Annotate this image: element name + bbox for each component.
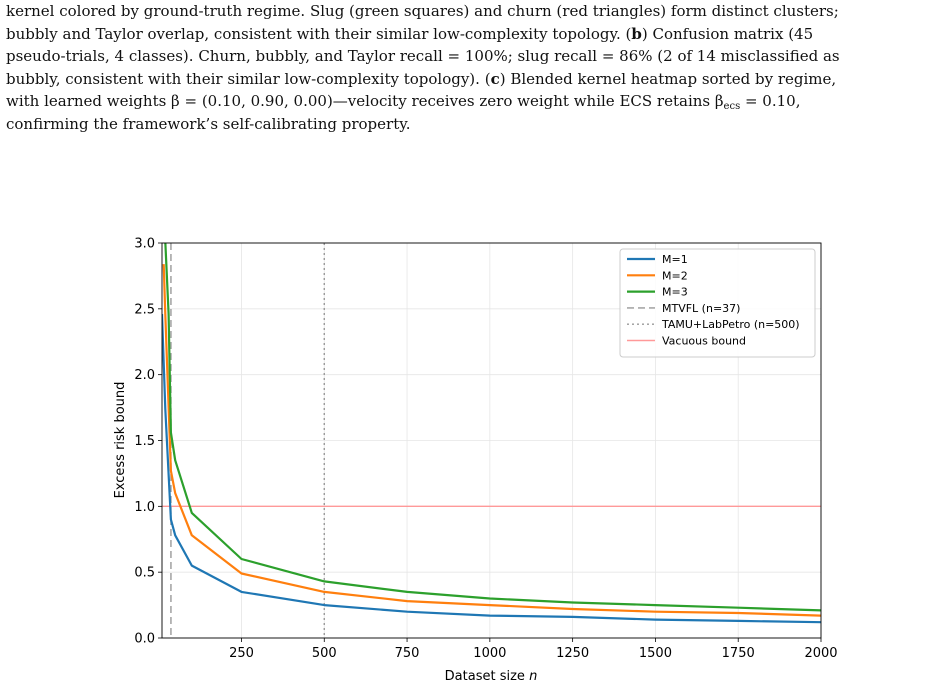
- x-tick-label: 500: [312, 646, 337, 661]
- series-line: [162, 264, 821, 617]
- y-axis-label: Excess risk bound: [113, 382, 128, 499]
- y-tick-label: 2.0: [134, 368, 155, 383]
- caption-line: confirming the framework’s self-calibrat…: [6, 114, 411, 133]
- legend-label: Vacuous bound: [662, 335, 746, 348]
- caption-text: with learned weights β = (0.10, 0.90, 0.…: [6, 92, 724, 110]
- legend: M=1 M=2 M=3 MTVFL (n=37) TAMU+LabPetro (n=50…: [619, 248, 816, 358]
- caption-subscript: ecs: [723, 101, 741, 112]
- caption-line: kernel colored by ground-truth regime. S…: [6, 2, 839, 20]
- series-line: [164, 243, 821, 612]
- legend-label: M=3: [662, 286, 688, 299]
- caption-line: bubbly and Taylor overlap, consistent wi…: [6, 23, 940, 46]
- x-tick-label: 1750: [722, 646, 755, 661]
- legend-label: TAMU+LabPetro (n=500): [661, 318, 800, 331]
- caption-text: = 0.10,: [740, 92, 801, 110]
- caption-line: bubbly, consistent with their similar lo…: [6, 68, 940, 91]
- x-tick-label: 1500: [639, 646, 672, 661]
- x-axis-label: Dataset size n: [445, 669, 538, 684]
- legend-label: MTVFL (n=37): [662, 302, 740, 315]
- caption-text: ) Blended kernel heatmap sorted by regim…: [499, 69, 837, 88]
- x-tick-label: 1250: [556, 646, 589, 661]
- y-tick-label: 2.5: [134, 302, 155, 317]
- y-tick-label: 3.0: [134, 237, 155, 252]
- y-tick-label: 1.5: [134, 434, 155, 449]
- caption-panel-ref: b: [631, 24, 642, 43]
- caption-panel-ref: c: [490, 69, 500, 88]
- x-tick-label: 250: [229, 646, 254, 661]
- x-tick-label: 750: [395, 646, 420, 661]
- figure-caption: kernel colored by ground-truth regime. S…: [6, 0, 940, 135]
- caption-text: bubbly and Taylor overlap, consistent wi…: [6, 24, 632, 43]
- series-lines: [162, 243, 821, 624]
- caption-text: bubbly, consistent with their similar lo…: [6, 69, 491, 88]
- caption-line: pseudo-trials, 4 classes). Churn, bubbly…: [6, 47, 840, 65]
- y-tick-label: 0.5: [134, 566, 155, 581]
- x-tick-label: 2000: [804, 646, 837, 661]
- series-line: [162, 314, 821, 624]
- y-tick-label: 0.0: [134, 632, 155, 647]
- axis-ticks: 250 500 750 1000 1250 1500 1750 2000 0.0 0.5 1.0 1.…: [134, 237, 837, 662]
- legend-label: M=1: [662, 253, 688, 266]
- caption-text: ) Confusion matrix (45: [641, 24, 814, 43]
- legend-box: [619, 248, 816, 358]
- legend-label: M=2: [662, 269, 688, 282]
- caption-line: with learned weights β = (0.10, 0.90, 0.…: [6, 90, 940, 113]
- y-tick-label: 1.0: [134, 500, 155, 515]
- x-tick-label: 1000: [473, 646, 506, 661]
- reference-lines: [162, 243, 821, 638]
